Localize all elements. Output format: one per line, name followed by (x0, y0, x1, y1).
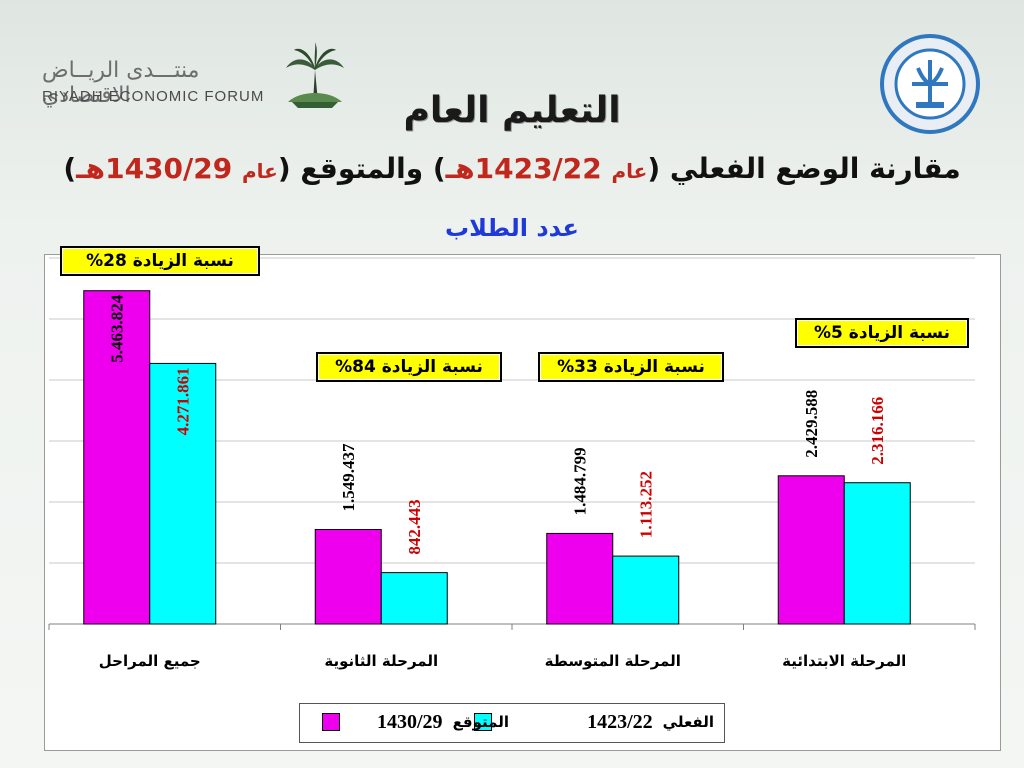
bar-value-label: 5.463.824 (108, 294, 127, 363)
subtitle-connector: والمتوقع (300, 152, 424, 185)
chamber-of-commerce-logo-icon (880, 34, 980, 134)
increase-badge-all-stages: نسبة الزيادة 28% (60, 246, 260, 276)
subtitle-main: مقارنة الوضع الفعلي (669, 152, 961, 185)
legend-actual-label: الفعلي (662, 713, 714, 731)
bar-expected (546, 532, 614, 625)
legend-swatch-actual-wrap (466, 710, 492, 734)
bar-value-label: 842.443 (405, 499, 424, 554)
subtitle-year1-suffix: هـ (445, 152, 475, 185)
category-label: جميع المراحل (99, 652, 201, 670)
bar-value-label: 2.429.588 (802, 390, 821, 458)
subtitle-year1: 1423/22 (474, 152, 602, 185)
bar-actual (149, 362, 217, 625)
riyadh-economic-forum-logo: منتـــدى الريــاض الاقتصادي RIYADH ECONO… (40, 40, 344, 120)
bar-actual (843, 482, 911, 625)
category-label: المرحلة الثانوية (324, 652, 438, 670)
legend-item-actual: الفعلي 1423/22 (587, 710, 714, 734)
palm-tree-icon (286, 42, 344, 108)
bar-value-label: 1.549.437 (339, 443, 358, 512)
bar-chart: 5.463.824 4.271.861 جميع المراحل 1.549.437 8… (48, 257, 976, 670)
bar-value-label: 2.316.166 (868, 397, 887, 465)
increase-badge-intermediate: نسبة الزيادة 33% (538, 352, 724, 382)
subtitle-year2: 1430/29 (105, 152, 233, 185)
bar-value-label: 1.484.799 (571, 447, 590, 515)
legend-expected-year: 1430/29 (377, 710, 443, 733)
legend-item-expected: المتوقع 1430/29 (377, 710, 509, 734)
student-count-title: عدد الطلاب (445, 214, 579, 242)
legend-swatch-actual (474, 713, 492, 731)
logo-arabic-text: منتـــدى الريــاض الاقتصادي (42, 58, 200, 108)
legend-expected-label: المتوقع (452, 713, 509, 731)
bar-actual (612, 555, 680, 625)
chart-legend: الفعلي 1423/22 المتوقع 1430/29 (299, 703, 725, 743)
page-subtitle: مقارنة الوضع الفعلي (عام 1423/22هـ) والم… (63, 152, 961, 185)
logo-english-text: RIYADH ECONOMIC FORUM (42, 88, 265, 105)
legend-actual-year: 1423/22 (587, 710, 653, 733)
bar-value-label: 4.271.861 (174, 367, 193, 435)
increase-badge-secondary: نسبة الزيادة 84% (316, 352, 502, 382)
bar-expected (314, 528, 382, 625)
category-label: المرحلة الابتدائية (782, 652, 906, 670)
bar-expected (777, 475, 845, 625)
subtitle-year1-word: عام (611, 159, 648, 183)
subtitle-year2-word: عام (241, 159, 278, 183)
legend-swatch-expected (322, 713, 340, 731)
page-title: التعليم العام (403, 90, 621, 131)
subtitle-year2-suffix: هـ (76, 152, 106, 185)
increase-badge-primary: نسبة الزيادة 5% (795, 318, 969, 348)
bar-expected (83, 290, 151, 625)
legend-swatch-expected-wrap (314, 710, 340, 734)
bar-actual (380, 572, 448, 625)
category-label: المرحلة المتوسطة (545, 652, 681, 670)
bar-value-label: 1.113.252 (637, 471, 656, 538)
